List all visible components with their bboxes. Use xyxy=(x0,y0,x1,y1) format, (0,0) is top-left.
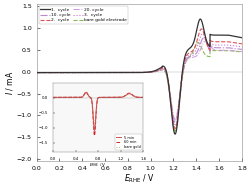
X-axis label: $E_{\mathrm{RHE}}$ / V: $E_{\mathrm{RHE}}$ / V xyxy=(124,172,154,185)
Legend: 1.  cycle, 10. cycle, 2.  cycle, 20. cycle, 3.  cycle, bare gold electrode: 1. cycle, 10. cycle, 2. cycle, 20. cycle… xyxy=(38,6,128,24)
Y-axis label: $I$ / mA: $I$ / mA xyxy=(4,70,15,95)
